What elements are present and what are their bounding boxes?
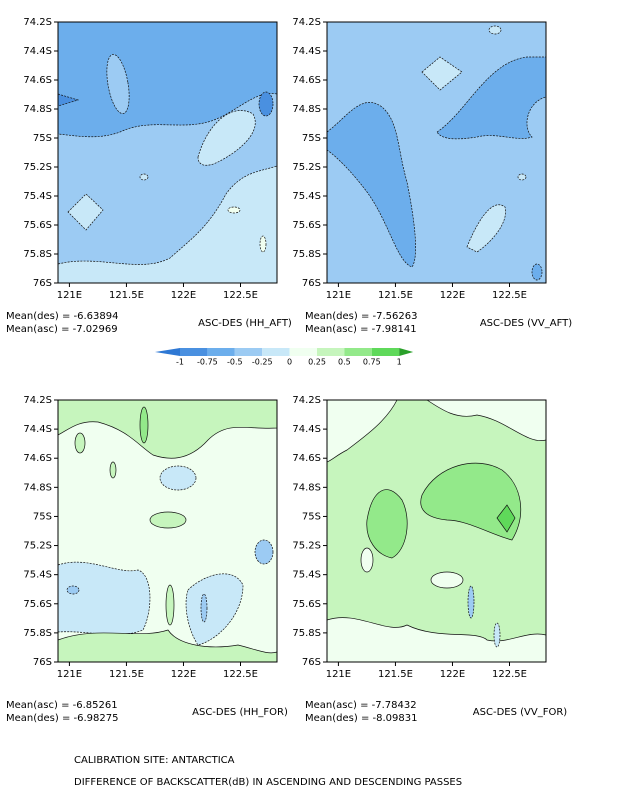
y-tick-label: 75.8S — [23, 628, 52, 639]
contour-field — [326, 399, 547, 663]
y-tick-label: 75.4S — [23, 570, 52, 581]
stat-text: Mean(des) = -8.09831 — [305, 713, 417, 724]
y-tick-label: 74.6S — [292, 453, 321, 464]
x-tick-label: 121.5E — [378, 290, 413, 301]
colorbar-label: 0.25 — [308, 358, 326, 367]
y-tick-label: 75.8S — [292, 249, 321, 260]
chart-title: ASC-DES (HH_AFT) — [198, 318, 292, 329]
plot-frame — [326, 21, 547, 284]
stat-text: Mean(asc) = -7.78432 — [305, 700, 417, 711]
y-tick-label: 74.2S — [23, 395, 52, 406]
y-tick-label: 74.4S — [292, 424, 321, 435]
x-tick-label: 121.5E — [378, 669, 413, 680]
y-tick-label: 75.2S — [23, 541, 52, 552]
colorbar-end — [155, 348, 180, 356]
x-tick-label: 122.5E — [492, 669, 527, 680]
y-tick-label: 75.8S — [292, 628, 321, 639]
colorbar-box — [180, 348, 208, 356]
x-tick-label: 121E — [326, 669, 351, 680]
y-tick-label: 75.6S — [23, 220, 52, 231]
colorbar-label: -0.25 — [252, 358, 273, 367]
x-tick-label: 122E — [171, 669, 196, 680]
y-tick-label: 75.4S — [292, 191, 321, 202]
plot-frame — [326, 399, 547, 663]
colorbar-label: 1 — [397, 358, 402, 367]
y-tick-label: 75.2S — [23, 162, 52, 173]
contour-field — [57, 21, 278, 284]
y-tick-label: 74.4S — [23, 46, 52, 57]
y-tick-label: 74.2S — [292, 395, 321, 406]
x-tick-label: 121.5E — [109, 669, 144, 680]
y-tick-label: 75.6S — [23, 599, 52, 610]
y-tick-label: 76S — [302, 657, 321, 668]
stat-text: Mean(asc) = -6.85261 — [6, 700, 118, 711]
y-tick-label: 76S — [302, 278, 321, 289]
colorbar-box — [234, 348, 263, 356]
y-tick-label: 74.8S — [292, 104, 321, 115]
y-tick-label: 75S — [302, 511, 321, 522]
colorbar-label: 0.75 — [363, 358, 381, 367]
y-tick-label: 74.8S — [23, 104, 52, 115]
y-tick-label: 74.6S — [23, 75, 52, 86]
x-tick-label: 121E — [57, 669, 82, 680]
footer-line: CALIBRATION SITE: ANTARCTICA — [74, 755, 235, 766]
x-tick-label: 121E — [326, 290, 351, 301]
y-tick-label: 75.6S — [292, 599, 321, 610]
x-tick-label: 122.5E — [223, 669, 258, 680]
y-tick-label: 75.4S — [23, 191, 52, 202]
chart-title: ASC-DES (HH_FOR) — [192, 707, 288, 718]
y-tick-label: 74.6S — [23, 453, 52, 464]
stat-text: Mean(asc) = -7.02969 — [6, 324, 118, 335]
y-tick-label: 75.6S — [292, 220, 321, 231]
y-tick-label: 74.8S — [292, 482, 321, 493]
stat-text: Mean(asc) = -7.98141 — [305, 324, 417, 335]
colorbar-box — [207, 348, 235, 356]
y-tick-label: 74.2S — [23, 17, 52, 28]
plot-frame — [57, 21, 278, 284]
y-tick-label: 75.4S — [292, 570, 321, 581]
contour-field — [57, 399, 278, 663]
colorbar-label: -0.75 — [197, 358, 218, 367]
x-tick-label: 122E — [440, 669, 465, 680]
x-tick-label: 122.5E — [492, 290, 527, 301]
y-tick-label: 76S — [33, 278, 52, 289]
chart-title: ASC-DES (VV_FOR) — [473, 707, 567, 718]
colorbar-end — [399, 348, 414, 356]
stat-text: Mean(des) = -7.56263 — [305, 311, 417, 322]
x-tick-label: 122E — [440, 290, 465, 301]
y-tick-label: 75S — [302, 133, 321, 144]
y-tick-label: 74.2S — [292, 17, 321, 28]
x-tick-label: 121E — [57, 290, 82, 301]
x-tick-label: 121.5E — [109, 290, 144, 301]
y-tick-label: 74.4S — [23, 424, 52, 435]
colorbar-label: -0.5 — [227, 358, 243, 367]
colorbar-box — [344, 348, 372, 356]
colorbar-label: 0.5 — [338, 358, 351, 367]
colorbar-label: 0 — [287, 358, 292, 367]
y-tick-label: 76S — [33, 657, 52, 668]
y-tick-label: 75S — [33, 511, 52, 522]
x-tick-label: 122E — [171, 290, 196, 301]
y-tick-label: 75.2S — [292, 162, 321, 173]
plot-frame — [57, 399, 278, 663]
colorbar-box — [262, 348, 290, 356]
stat-text: Mean(des) = -6.98275 — [6, 713, 118, 724]
colorbar-box — [289, 348, 317, 356]
y-tick-label: 74.4S — [292, 46, 321, 57]
footer-line: DIFFERENCE OF BACKSCATTER(dB) IN ASCENDI… — [74, 777, 462, 788]
y-tick-label: 75.8S — [23, 249, 52, 260]
y-tick-label: 74.8S — [23, 482, 52, 493]
contour-field — [326, 22, 547, 283]
colorbar-box — [317, 348, 345, 356]
colorbar-label: -1 — [176, 358, 184, 367]
chart-title: ASC-DES (VV_AFT) — [480, 318, 572, 329]
y-tick-label: 75.2S — [292, 541, 321, 552]
stat-text: Mean(des) = -6.63894 — [6, 311, 118, 322]
y-tick-label: 74.6S — [292, 75, 321, 86]
x-tick-label: 122.5E — [223, 290, 258, 301]
colorbar-box — [371, 348, 400, 356]
y-tick-label: 75S — [33, 133, 52, 144]
